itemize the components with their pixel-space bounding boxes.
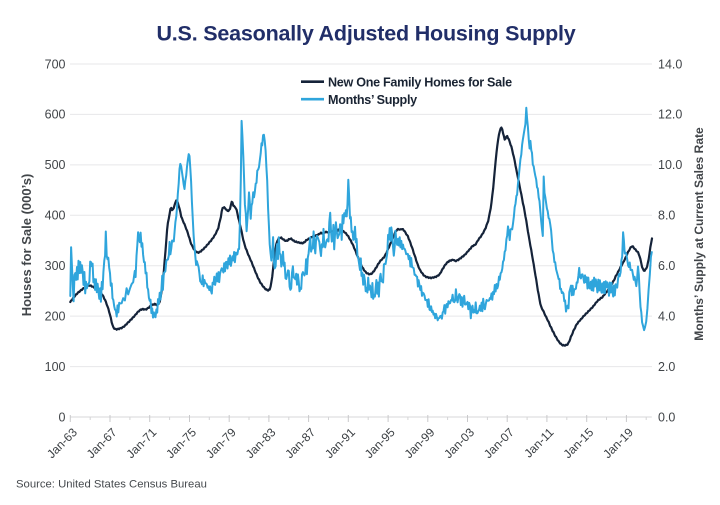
svg-text:200: 200 xyxy=(45,309,66,323)
svg-text:500: 500 xyxy=(45,158,66,172)
svg-text:New One Family Homes for Sale: New One Family Homes for Sale xyxy=(328,76,512,90)
svg-text:Source: United States Census B: Source: United States Census Bureau xyxy=(16,479,207,491)
svg-text:2.0: 2.0 xyxy=(658,360,675,374)
svg-text:Months’ Supply: Months’ Supply xyxy=(328,93,417,107)
svg-text:6.0: 6.0 xyxy=(658,259,675,273)
svg-text:100: 100 xyxy=(45,360,66,374)
svg-text:0.0: 0.0 xyxy=(658,410,675,424)
svg-text:0: 0 xyxy=(59,410,66,424)
svg-text:300: 300 xyxy=(45,259,66,273)
svg-text:U.S. Seasonally Adjusted Housi: U.S. Seasonally Adjusted Housing Supply xyxy=(156,22,575,46)
svg-text:400: 400 xyxy=(45,209,66,223)
svg-text:700: 700 xyxy=(45,57,66,71)
svg-text:8.0: 8.0 xyxy=(658,209,675,223)
svg-text:Houses for Sale (000’s): Houses for Sale (000’s) xyxy=(19,174,34,317)
svg-text:Months’ Supply at Current Sale: Months’ Supply at Current Sales Rate xyxy=(692,127,706,341)
svg-text:14.0: 14.0 xyxy=(658,57,682,71)
svg-text:10.0: 10.0 xyxy=(658,158,682,172)
svg-text:600: 600 xyxy=(45,108,66,122)
svg-text:4.0: 4.0 xyxy=(658,309,675,323)
svg-text:12.0: 12.0 xyxy=(658,108,682,122)
